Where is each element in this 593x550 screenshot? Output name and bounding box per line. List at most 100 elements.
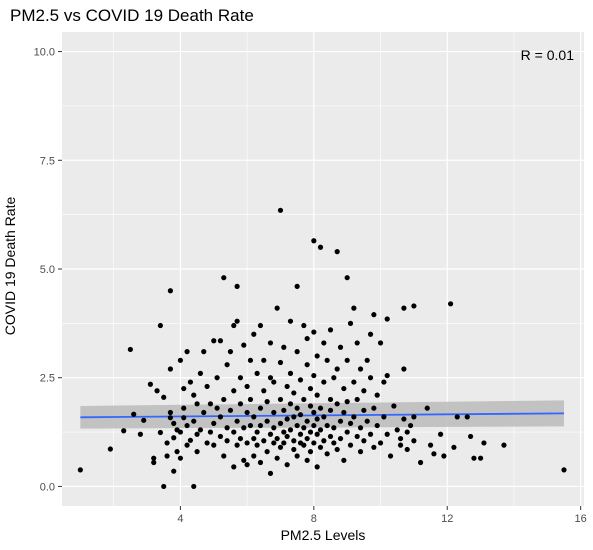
data-point: [374, 422, 380, 429]
data-point: [501, 442, 507, 448]
data-point: [127, 346, 133, 353]
data-point: [351, 379, 357, 385]
data-point: [411, 414, 417, 420]
data-point: [467, 433, 474, 440]
data-point: [451, 444, 457, 450]
data-point: [224, 425, 230, 431]
data-point: [277, 420, 284, 426]
data-point: [291, 438, 297, 444]
data-point: [167, 288, 174, 294]
data-point: [237, 401, 244, 407]
data-point: [271, 379, 277, 385]
data-point: [397, 435, 404, 442]
data-point: [374, 392, 380, 398]
data-point: [347, 320, 354, 326]
y-axis-ticks: 0.0 2.5 5.0 7.5 10.0: [34, 47, 62, 493]
x-tick-label: 4: [177, 513, 183, 525]
data-point: [171, 468, 177, 474]
data-point: [231, 429, 237, 435]
data-point: [167, 366, 174, 372]
data-point: [217, 433, 224, 440]
data-point: [331, 425, 337, 431]
data-point: [251, 435, 257, 442]
data-point: [234, 418, 240, 424]
data-point: [297, 377, 304, 383]
data-point: [157, 322, 163, 329]
x-tick-label: 8: [311, 513, 317, 525]
data-point: [347, 442, 354, 448]
data-point: [267, 431, 274, 437]
data-point: [131, 411, 137, 417]
data-point: [277, 207, 284, 213]
data-point: [261, 357, 267, 363]
data-point: [201, 349, 207, 355]
data-point: [314, 416, 320, 422]
data-point: [281, 407, 287, 413]
data-point: [277, 396, 284, 403]
data-point: [377, 440, 384, 446]
data-point: [247, 422, 254, 429]
data-point: [287, 318, 294, 324]
data-point: [371, 405, 377, 411]
data-point: [264, 449, 270, 455]
data-point: [281, 429, 287, 435]
data-point: [244, 409, 250, 416]
data-point: [251, 331, 257, 337]
data-point: [317, 244, 324, 250]
data-point: [324, 422, 330, 429]
data-point: [327, 433, 334, 440]
data-point: [337, 344, 344, 350]
data-point: [337, 418, 344, 424]
data-point: [221, 396, 227, 403]
data-point: [384, 431, 390, 437]
data-point: [384, 316, 390, 322]
data-point: [317, 427, 324, 433]
data-point: [177, 357, 184, 363]
data-point: [464, 414, 470, 420]
data-point: [387, 453, 394, 459]
data-point: [187, 437, 194, 443]
data-point: [404, 429, 410, 435]
data-point: [311, 329, 317, 335]
data-point: [201, 409, 207, 416]
data-point: [154, 388, 160, 394]
data-point: [241, 425, 247, 431]
data-point: [351, 305, 357, 311]
data-point: [311, 372, 317, 379]
data-point: [337, 435, 344, 442]
data-point: [211, 442, 217, 448]
data-point: [301, 425, 307, 431]
data-point: [344, 357, 350, 363]
data-point: [294, 453, 300, 459]
data-point: [381, 414, 387, 420]
data-point: [281, 440, 287, 446]
data-point: [304, 362, 310, 368]
data-point: [237, 375, 244, 381]
data-point: [234, 442, 240, 448]
data-point: [327, 407, 334, 413]
data-point: [431, 451, 437, 457]
data-point: [211, 338, 217, 344]
data-point: [181, 415, 187, 421]
data-point: [371, 444, 377, 450]
data-point: [284, 383, 290, 390]
data-point: [251, 453, 257, 459]
data-point: [354, 340, 360, 346]
data-point: [361, 407, 367, 413]
x-tick-label: 12: [441, 513, 453, 525]
data-point: [357, 425, 364, 431]
data-point: [77, 467, 83, 473]
data-point: [364, 357, 370, 363]
data-point: [107, 446, 113, 452]
data-point: [384, 372, 390, 379]
data-point: [361, 438, 367, 444]
data-point: [314, 464, 320, 470]
data-point: [274, 455, 280, 461]
data-point: [291, 446, 297, 453]
x-axis-label: PM2.5 Levels: [280, 527, 366, 543]
data-point: [241, 342, 247, 348]
y-tick-label: 10.0: [34, 47, 55, 59]
data-point: [354, 433, 360, 440]
data-point: [174, 449, 180, 455]
data-point: [277, 444, 284, 450]
